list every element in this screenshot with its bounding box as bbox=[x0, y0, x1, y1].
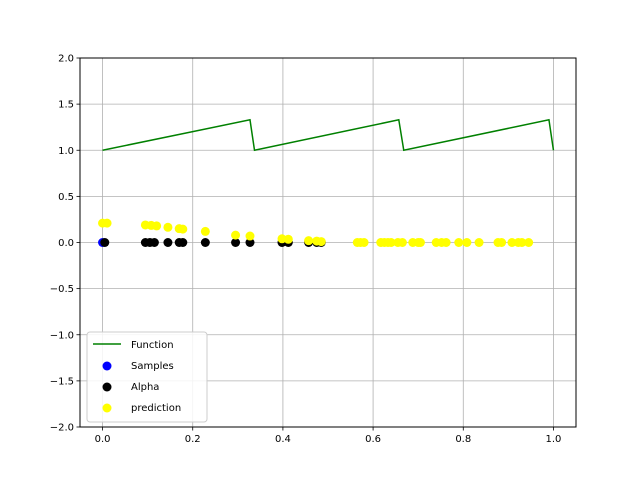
prediction-point bbox=[245, 231, 255, 241]
y-tick-label: 0.0 bbox=[58, 238, 74, 249]
axis-ticks: 0.0 0.2 0.4 0.6 0.8 1.0 −2.0 −1.5 −1.0 −0.5 0.0 0.5… bbox=[50, 54, 562, 446]
legend: Function Samples Alpha prediction bbox=[86, 331, 208, 423]
legend-swatch-alpha bbox=[102, 382, 112, 392]
legend-label-function: Function bbox=[131, 340, 174, 351]
alpha-point bbox=[231, 238, 241, 247]
alpha-point bbox=[163, 238, 173, 247]
prediction-point bbox=[359, 238, 369, 247]
alpha-point bbox=[178, 238, 188, 247]
x-tick-label: 0.4 bbox=[275, 434, 291, 445]
prediction-point bbox=[441, 238, 451, 247]
prediction-point bbox=[507, 238, 517, 247]
prediction-point bbox=[178, 224, 188, 234]
x-tick-label: 1.0 bbox=[546, 434, 562, 445]
y-tick-label: −0.5 bbox=[50, 284, 74, 295]
prediction-point bbox=[316, 237, 326, 247]
x-tick-label: 0.0 bbox=[95, 434, 111, 445]
x-tick-label: 0.6 bbox=[365, 434, 381, 445]
prediction-point bbox=[386, 238, 396, 247]
alpha-point bbox=[100, 238, 110, 247]
y-tick-label: −1.0 bbox=[50, 330, 74, 341]
y-tick-label: 1.5 bbox=[58, 100, 74, 111]
prediction-point bbox=[200, 226, 210, 236]
alpha-point bbox=[200, 238, 210, 247]
prediction-point bbox=[102, 218, 112, 228]
y-tick-label: 1.0 bbox=[58, 146, 74, 157]
y-tick-label: −1.5 bbox=[50, 376, 74, 387]
function-line bbox=[102, 118, 555, 152]
alpha-point bbox=[149, 238, 159, 247]
prediction-point bbox=[524, 238, 534, 247]
prediction-point bbox=[163, 222, 173, 232]
prediction-point bbox=[415, 238, 425, 247]
y-tick-label: 0.5 bbox=[58, 192, 74, 203]
alpha-point bbox=[245, 238, 255, 247]
legend-box bbox=[86, 331, 208, 423]
legend-label-alpha: Alpha bbox=[131, 382, 159, 393]
legend-label-prediction: prediction bbox=[131, 403, 181, 414]
prediction-point bbox=[397, 238, 407, 247]
prediction-point bbox=[231, 230, 241, 240]
prediction-point bbox=[497, 238, 507, 247]
prediction-point bbox=[454, 238, 464, 247]
prediction-point bbox=[462, 238, 472, 247]
legend-swatch-samples bbox=[102, 361, 112, 371]
prediction-point bbox=[517, 238, 527, 247]
legend-label-samples: Samples bbox=[131, 361, 174, 372]
legend-swatch-prediction bbox=[102, 403, 112, 413]
prediction-point bbox=[152, 221, 162, 231]
prediction-point bbox=[283, 234, 293, 244]
y-tick-label: 2.0 bbox=[58, 54, 74, 65]
x-tick-label: 0.8 bbox=[455, 434, 471, 445]
x-tick-label: 0.2 bbox=[185, 434, 201, 445]
plot-series bbox=[98, 118, 555, 247]
y-tick-label: −2.0 bbox=[50, 423, 74, 434]
prediction-point bbox=[304, 236, 314, 246]
prediction-point bbox=[474, 238, 484, 247]
